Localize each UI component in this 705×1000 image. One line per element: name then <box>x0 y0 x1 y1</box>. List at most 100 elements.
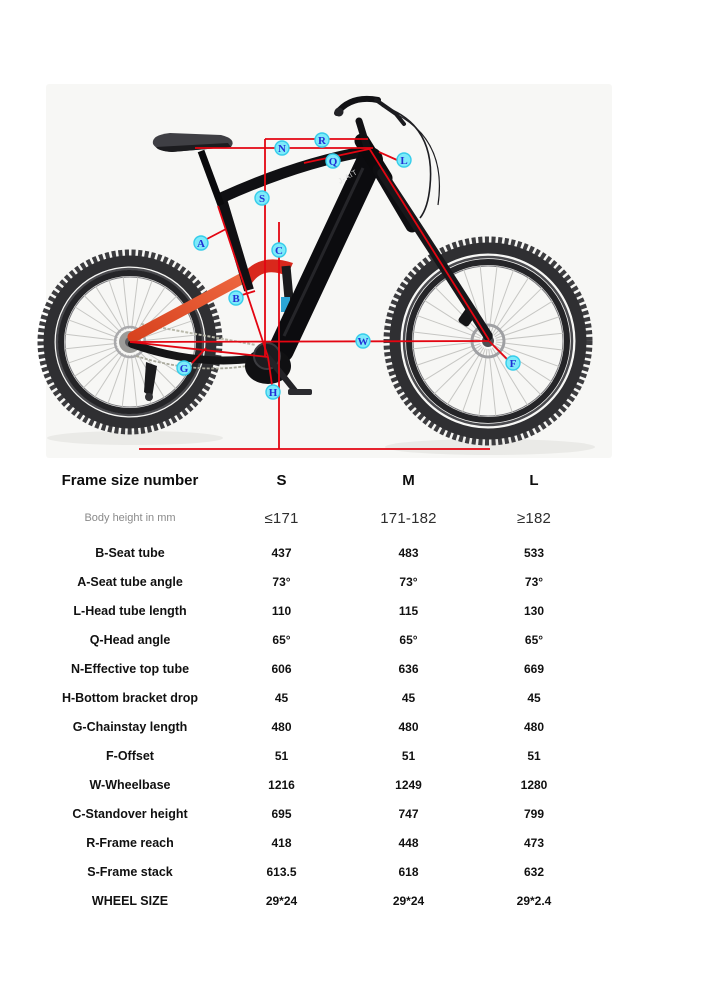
geometry-marker-F: F <box>505 355 521 371</box>
table-row: G-Chainstay length 480 480 480 <box>40 712 606 741</box>
body-height-row: Body height in mm ≤171 171-182 ≥182 <box>40 498 606 538</box>
cell-value: 473 <box>523 835 545 850</box>
marker-circle <box>254 190 270 206</box>
marker-circle <box>176 360 192 376</box>
cell-value: 29*24 <box>265 893 298 908</box>
geometry-line <box>378 151 398 161</box>
cell-value: 29*2.4 <box>516 893 552 908</box>
spoke <box>495 341 564 351</box>
front-wheel-shadow <box>385 439 595 455</box>
rocker-link <box>243 259 293 283</box>
marker-circle <box>396 152 412 168</box>
geometry-line <box>241 290 256 296</box>
marker-circle <box>271 242 287 258</box>
cell-value: 437 <box>271 545 292 560</box>
geometry-lines <box>129 138 509 450</box>
spoke <box>142 334 196 342</box>
geometry-marker-S: S <box>254 190 270 206</box>
cell-value: 483 <box>398 545 419 560</box>
cell-value: 480 <box>523 719 545 734</box>
geometry-line <box>191 347 207 364</box>
geometry-marker-W: W <box>355 333 371 349</box>
row-label: Body height in mm <box>84 512 176 524</box>
spoke <box>130 354 138 408</box>
marker-letter: Q <box>329 156 338 168</box>
cell-value: 618 <box>398 864 419 879</box>
cell-value: 669 <box>523 661 545 676</box>
cell-value: 65° <box>272 632 291 647</box>
cell-value: 65° <box>524 632 544 647</box>
cell-value: 51 <box>401 748 416 763</box>
spoke <box>121 354 129 408</box>
geometry-marker-R: R <box>314 132 330 148</box>
cell-value: ≤171 <box>264 509 299 527</box>
geometry-line <box>267 356 273 386</box>
row-label: B-Seat tube <box>95 545 165 560</box>
spoke <box>64 333 118 341</box>
row-label: L-Head tube length <box>73 603 187 618</box>
down-tube-highlight <box>282 167 365 337</box>
spoke <box>64 342 118 350</box>
marker-letter: H <box>269 387 278 399</box>
spoke <box>107 354 127 405</box>
table-row: W-Wheelbase 1216 1249 1280 <box>40 770 606 799</box>
grip <box>334 107 344 117</box>
spoke <box>94 285 124 332</box>
table-row: B-Seat tube 437 483 533 <box>40 538 606 567</box>
saddle-shell <box>156 143 231 152</box>
geometry-marker-Q: Q <box>325 153 341 169</box>
geometry-marker-B: B <box>228 290 244 306</box>
cell-value: 171-182 <box>380 509 437 527</box>
swingarm-orange <box>127 265 262 343</box>
cell-value: 73° <box>524 574 544 589</box>
spoke <box>491 347 529 406</box>
cell-value: 632 <box>523 864 545 879</box>
cell-value: 45 <box>401 690 416 705</box>
cell-value: 1216 <box>268 777 295 792</box>
cell-value: 606 <box>271 661 292 676</box>
geometry-marker-N: N <box>274 140 290 156</box>
spoke <box>488 265 498 334</box>
column-header-m: M <box>402 471 415 489</box>
marker-letter: C <box>275 245 283 257</box>
marker-letter: B <box>232 293 240 305</box>
derailleur-pulley <box>145 393 153 401</box>
table-header-row: Frame size number S M L <box>40 462 606 498</box>
spoke <box>423 344 482 382</box>
cell-value: 115 <box>398 603 419 618</box>
cell-value: 29*24 <box>392 893 425 908</box>
down-tube <box>268 147 383 363</box>
spoke <box>434 286 483 336</box>
cell-value: ≥182 <box>516 509 552 527</box>
spoke <box>495 316 561 339</box>
spoke <box>433 346 483 395</box>
cell-value: 480 <box>271 719 292 734</box>
spoke <box>83 294 122 334</box>
frame-size-table: Frame size number S M L Body height in m… <box>40 462 606 915</box>
geometry-line <box>368 147 490 341</box>
table-row: WHEEL SIZE 29*24 29*24 29*2.4 <box>40 886 606 915</box>
spoke <box>494 344 553 383</box>
cell-value: 45 <box>527 690 541 705</box>
spoke <box>138 350 177 390</box>
spoke <box>415 343 481 366</box>
row-label: S-Frame stack <box>87 864 173 879</box>
cell-value: 533 <box>523 545 545 560</box>
crank-arm <box>264 353 299 395</box>
table-row: N-Effective top tube 606 636 669 <box>40 654 606 683</box>
row-label: WHEEL SIZE <box>91 893 169 908</box>
marker-circle <box>505 355 521 371</box>
spoke <box>94 352 124 398</box>
marker-letter: S <box>259 193 265 205</box>
spoke <box>108 279 127 330</box>
row-label: R-Frame reach <box>86 835 174 850</box>
cell-value: 1249 <box>395 777 422 792</box>
spoke <box>122 276 130 330</box>
spoke <box>133 279 153 330</box>
marker-letter: A <box>197 238 205 250</box>
spoke <box>493 287 543 336</box>
cell-value: 1280 <box>520 777 548 792</box>
cell-value: 51 <box>527 748 541 763</box>
geometry-markers: R N Q L S A C B W G H F <box>176 132 521 400</box>
table-rows: B-Seat tube 437 483 533 A-Seat tube angle 73°… <box>40 538 606 915</box>
